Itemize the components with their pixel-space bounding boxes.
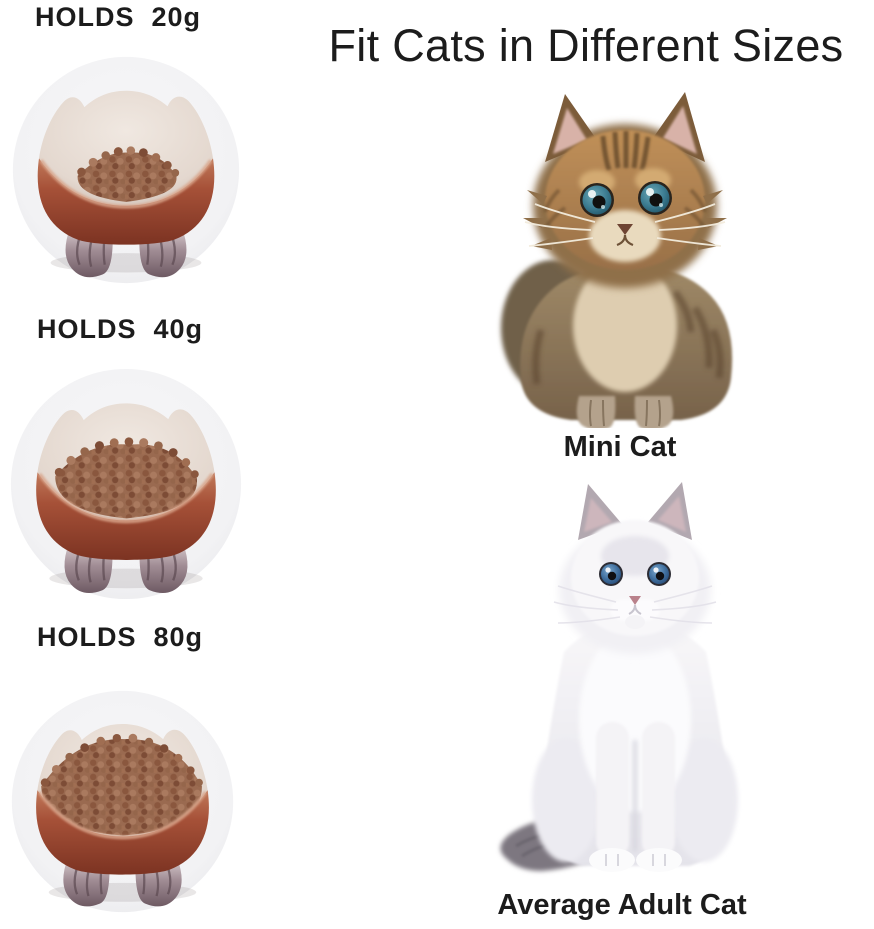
bowl-exterior: [36, 790, 209, 875]
kibble-pile-medium: [54, 437, 199, 519]
cat-eyes: [599, 562, 671, 586]
bowl-exterior: [36, 472, 216, 560]
cat-front-legs: [589, 722, 682, 872]
adult-cat-illustration: [500, 482, 738, 872]
page-title: Fit Cats in Different Sizes: [328, 20, 844, 71]
capacity-value: 80g: [153, 622, 204, 652]
caption-mini-cat: Mini Cat: [563, 431, 677, 463]
cat-bowl-20g-illustration: [12, 56, 240, 284]
cat-bowl-40g-illustration: [10, 368, 242, 600]
holds-word: HOLDS: [37, 314, 137, 344]
cat-bowl-80g-illustration: [11, 690, 234, 913]
kitten-head: [545, 130, 705, 270]
kitten-front-paws: [576, 396, 674, 428]
bowl-capacity-label-80g: HOLDS 80g: [37, 622, 203, 653]
bowl-capacity-label-20g: HOLDS 20g: [35, 2, 201, 33]
kitten-forehead-stripes: [600, 131, 651, 171]
cat-whiskers: [553, 585, 717, 624]
mini-cat-photo: [475, 78, 775, 428]
bowl-capacity-label-40g: HOLDS 40g: [37, 314, 203, 345]
kitten-eyes: [580, 181, 672, 217]
cat-nose: [629, 596, 641, 605]
bowl-photo-80g: [9, 688, 236, 915]
kitten-whiskers: [524, 203, 726, 247]
bowl-exterior: [37, 158, 215, 245]
kibble-pile-high: [40, 733, 203, 836]
bowl-photo-40g: [8, 366, 244, 602]
holds-word: HOLDS: [37, 622, 137, 652]
holds-word: HOLDS: [35, 2, 135, 32]
capacity-value: 20g: [151, 2, 202, 32]
average-adult-cat-photo: [478, 470, 793, 885]
kibble-pile-low: [77, 146, 180, 202]
kitten-nose: [617, 224, 633, 235]
kitten-illustration: [501, 92, 733, 428]
bowl-photo-20g: [10, 54, 242, 286]
cat-head: [571, 520, 699, 636]
caption-average-adult-cat: Average Adult Cat: [497, 889, 747, 921]
capacity-value: 40g: [153, 314, 204, 344]
